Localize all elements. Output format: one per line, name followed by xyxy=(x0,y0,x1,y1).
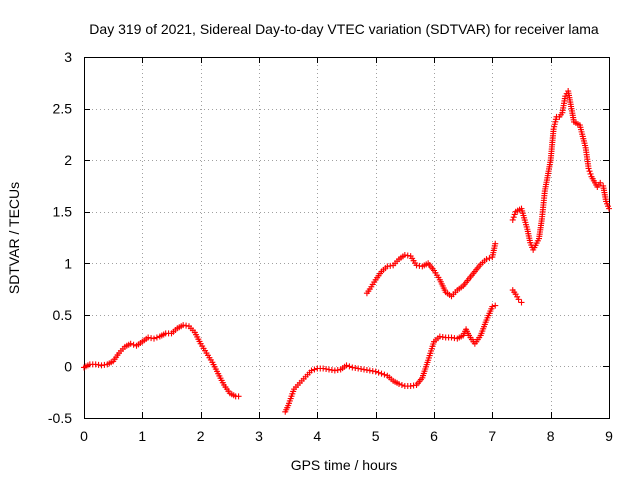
x-tick-label: 1 xyxy=(138,428,146,444)
data-point xyxy=(492,302,499,309)
x-tick-label: 4 xyxy=(313,428,321,444)
data-point xyxy=(509,216,516,223)
data-point xyxy=(518,299,525,306)
data-point xyxy=(511,211,518,218)
x-tick-label: 5 xyxy=(372,428,380,444)
x-tick-label: 6 xyxy=(430,428,438,444)
series-satellite-track-5 xyxy=(509,88,612,253)
x-tick-label: 3 xyxy=(255,428,263,444)
data-point xyxy=(597,179,604,186)
data-point xyxy=(127,340,134,347)
y-tick-labels: -0.5 0 0.5 1 1.5 2 2.5 3 xyxy=(48,49,72,426)
grid xyxy=(84,57,609,418)
data-point xyxy=(606,205,612,212)
data-point xyxy=(587,170,594,177)
x-tick-label: 2 xyxy=(197,428,205,444)
data-point xyxy=(396,380,402,387)
y-tick-label: 2 xyxy=(64,152,72,168)
data-point xyxy=(343,362,350,369)
plot-frame xyxy=(84,57,610,419)
data-point xyxy=(235,393,242,400)
y-tick-label: 0 xyxy=(64,358,72,374)
series-satellite-track-4 xyxy=(509,287,525,306)
y-tick-label: 3 xyxy=(64,49,72,65)
data-point xyxy=(586,168,593,175)
data-point xyxy=(375,369,382,376)
x-tick-labels: 0 1 2 3 4 5 6 7 8 9 xyxy=(80,428,613,444)
data-point xyxy=(381,371,388,378)
x-tick-label: 0 xyxy=(80,428,88,444)
data-point xyxy=(489,303,496,310)
data-point xyxy=(515,296,522,303)
series-satellite-track-2 xyxy=(282,302,499,415)
series-satellite-track-1 xyxy=(81,322,242,400)
x-tick-label: 7 xyxy=(488,428,496,444)
data-point xyxy=(510,214,517,221)
axis-ticks xyxy=(84,57,610,419)
series-satellite-track-3 xyxy=(363,240,499,300)
data-point xyxy=(585,165,592,172)
data-series xyxy=(81,88,612,415)
data-point xyxy=(378,370,385,377)
data-point xyxy=(486,255,493,262)
data-point xyxy=(151,335,157,342)
data-point xyxy=(346,363,353,370)
data-point xyxy=(372,368,379,375)
x-tick-label: 8 xyxy=(547,428,555,444)
x-tick-label: 9 xyxy=(605,428,613,444)
y-tick-label: 1 xyxy=(64,255,72,271)
data-point xyxy=(398,381,405,388)
data-point xyxy=(153,334,160,341)
data-point xyxy=(492,240,499,247)
chart-title: Day 319 of 2021, Sidereal Day-to-day VTE… xyxy=(89,21,599,37)
y-tick-label: 0.5 xyxy=(53,307,73,323)
data-point xyxy=(308,367,315,374)
data-point xyxy=(483,256,490,263)
y-tick-label: 1.5 xyxy=(53,204,73,220)
y-tick-label: 2.5 xyxy=(53,101,73,117)
y-axis-title: SDTVAR / TECUs xyxy=(6,182,22,294)
x-axis-title: GPS time / hours xyxy=(291,457,398,473)
data-point xyxy=(311,366,318,373)
y-tick-label: -0.5 xyxy=(48,410,72,426)
